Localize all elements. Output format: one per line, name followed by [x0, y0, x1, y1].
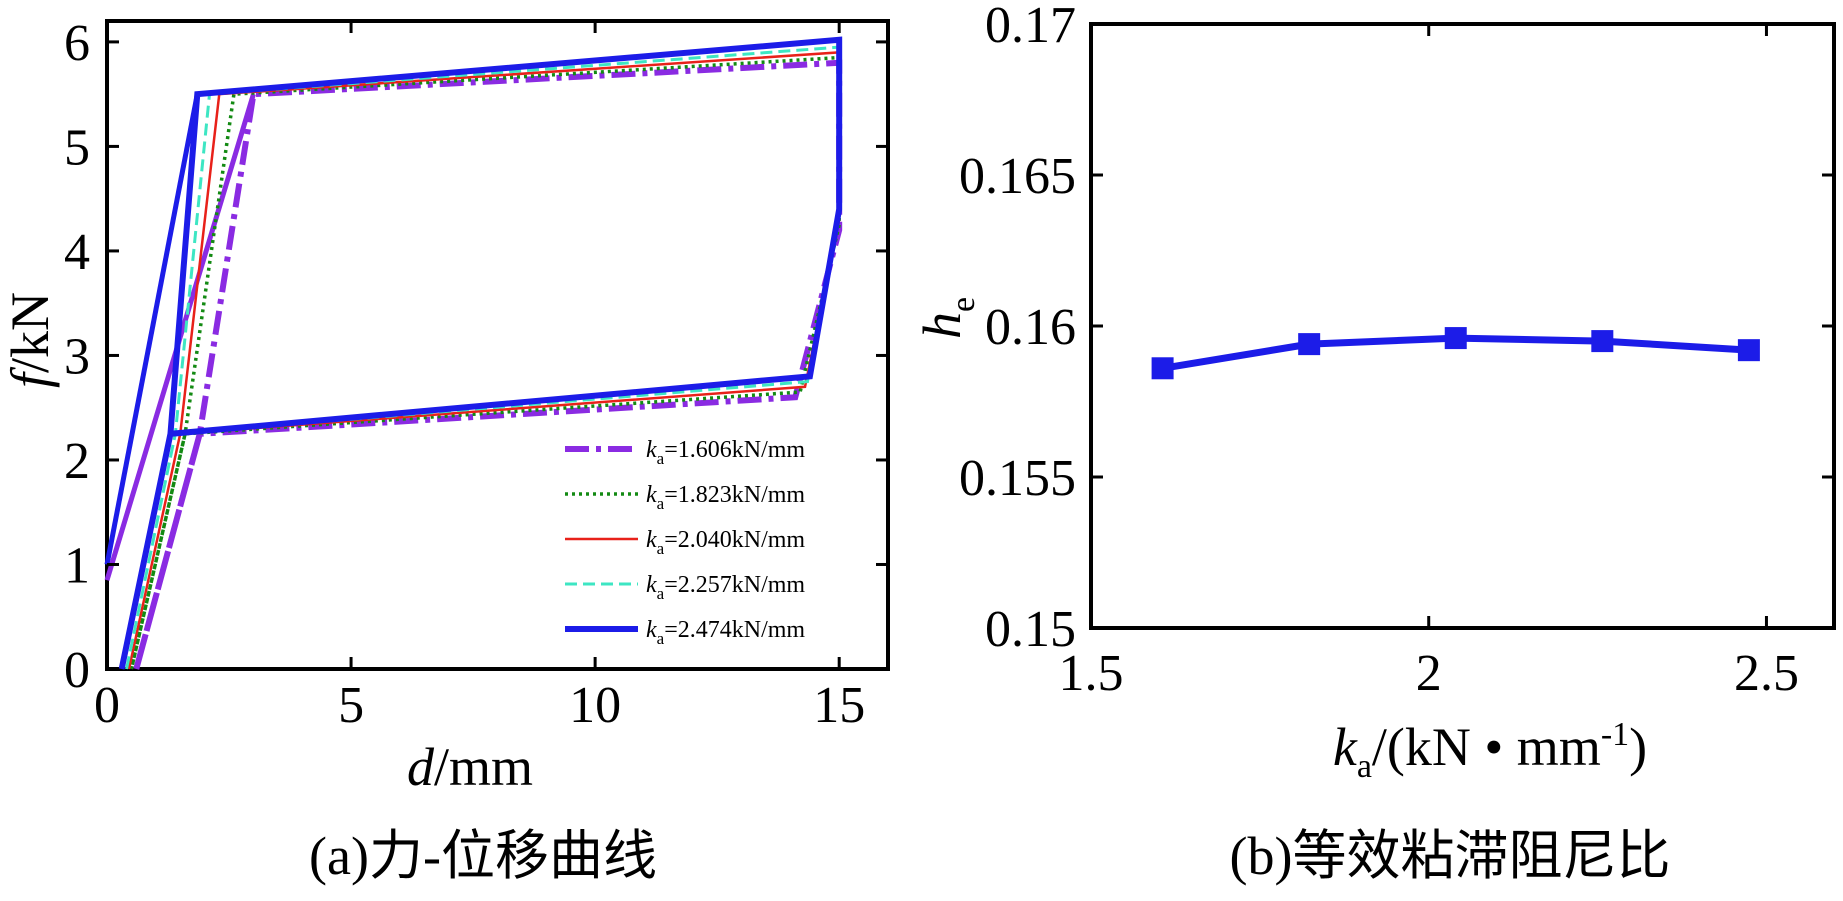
panel-a-legend-label-1: ka=1.606kN/mm	[646, 437, 805, 468]
panel-b-xtick-label-1: 2	[1416, 645, 1442, 702]
panel-a-series-group	[104, 36, 843, 670]
panel-b-ytick-label-3: 0.165	[959, 148, 1076, 205]
panel-a-ytick-label-2: 2	[64, 433, 90, 490]
panel-a-legend-label-4: ka=2.257kN/mm	[646, 572, 805, 603]
panel-a-ytick-label-5: 5	[64, 119, 90, 176]
panel-a-xtick-label-0: 0	[94, 677, 120, 734]
panel-a-ytick-label-1: 1	[64, 537, 90, 594]
panel-b-marker-4	[1591, 330, 1614, 353]
panel-a-xtick-label-2: 10	[569, 677, 621, 734]
panel-b-marker-3	[1444, 327, 1467, 350]
panel-a-series-line-5	[118, 36, 843, 670]
panel-a-xtick-label-1: 5	[338, 677, 364, 734]
panel-b-series-group	[1151, 327, 1760, 380]
panel-a-ytick-label-0: 0	[64, 642, 90, 699]
panel-b-damping-ratio: 1.5 2 2.5 0.15 0.155 0.16 0.165 0.17 he ka/(kN …	[912, 0, 1836, 886]
panel-b-caption: (b)等效粘滞阻尼比	[1230, 826, 1671, 886]
panel-b-marker-2	[1298, 333, 1321, 356]
panel-b-ytick-label-4: 0.17	[985, 0, 1076, 54]
panel-a-plot-frame	[105, 19, 890, 671]
panel-a-ticks: 0 5 10 15 0 1 2 3 4 5 6	[64, 15, 888, 734]
panel-a-x-label: d/mm	[407, 737, 533, 797]
panel-b-marker-5	[1737, 339, 1760, 362]
panel-a-ytick-label-6: 6	[64, 15, 90, 72]
panel-b-ytick-label-1: 0.155	[959, 450, 1076, 507]
panel-b-marker-1	[1151, 357, 1174, 380]
panel-b-plot-frame	[1089, 22, 1836, 630]
panel-b-xtick-label-0: 1.5	[1059, 645, 1124, 702]
panel-b-ytick-label-2: 0.16	[985, 299, 1076, 356]
panel-a-legend-label-5: ka=2.474kN/mm	[646, 617, 805, 648]
panel-a-legend-label-3: ka=2.040kN/mm	[646, 527, 805, 558]
panel-a-legend-label-2: ka=1.823kN/mm	[646, 482, 805, 513]
panel-b-ticks: 1.5 2 2.5 0.15 0.155 0.16 0.165 0.17	[959, 0, 1834, 702]
panel-a-legend: ka=1.606kN/mm ka=1.823kN/mm ka=2.040kN/mm k…	[565, 437, 805, 648]
panel-b-xtick-label-2: 2.5	[1734, 645, 1799, 702]
panel-b-y-label: he	[912, 297, 982, 339]
panel-a-y-label: f/kN	[0, 292, 60, 388]
panel-a-ytick-label-3: 3	[64, 328, 90, 385]
panel-a-caption: (a)力-位移曲线	[309, 826, 657, 886]
panel-b-ytick-label-0: 0.15	[985, 601, 1076, 658]
panel-a-ytick-label-4: 4	[64, 224, 90, 281]
panel-b-x-label: ka/(kN • mm-1)	[1333, 716, 1647, 785]
panel-a-xtick-label-3: 15	[813, 677, 865, 734]
panel-a-force-displacement: 0 5 10 15 0 1 2 3 4 5 6 ka=1.606kN/mm ka=1.823kN/mm…	[0, 15, 890, 886]
panel-a-edge-segment-1	[104, 93, 200, 565]
